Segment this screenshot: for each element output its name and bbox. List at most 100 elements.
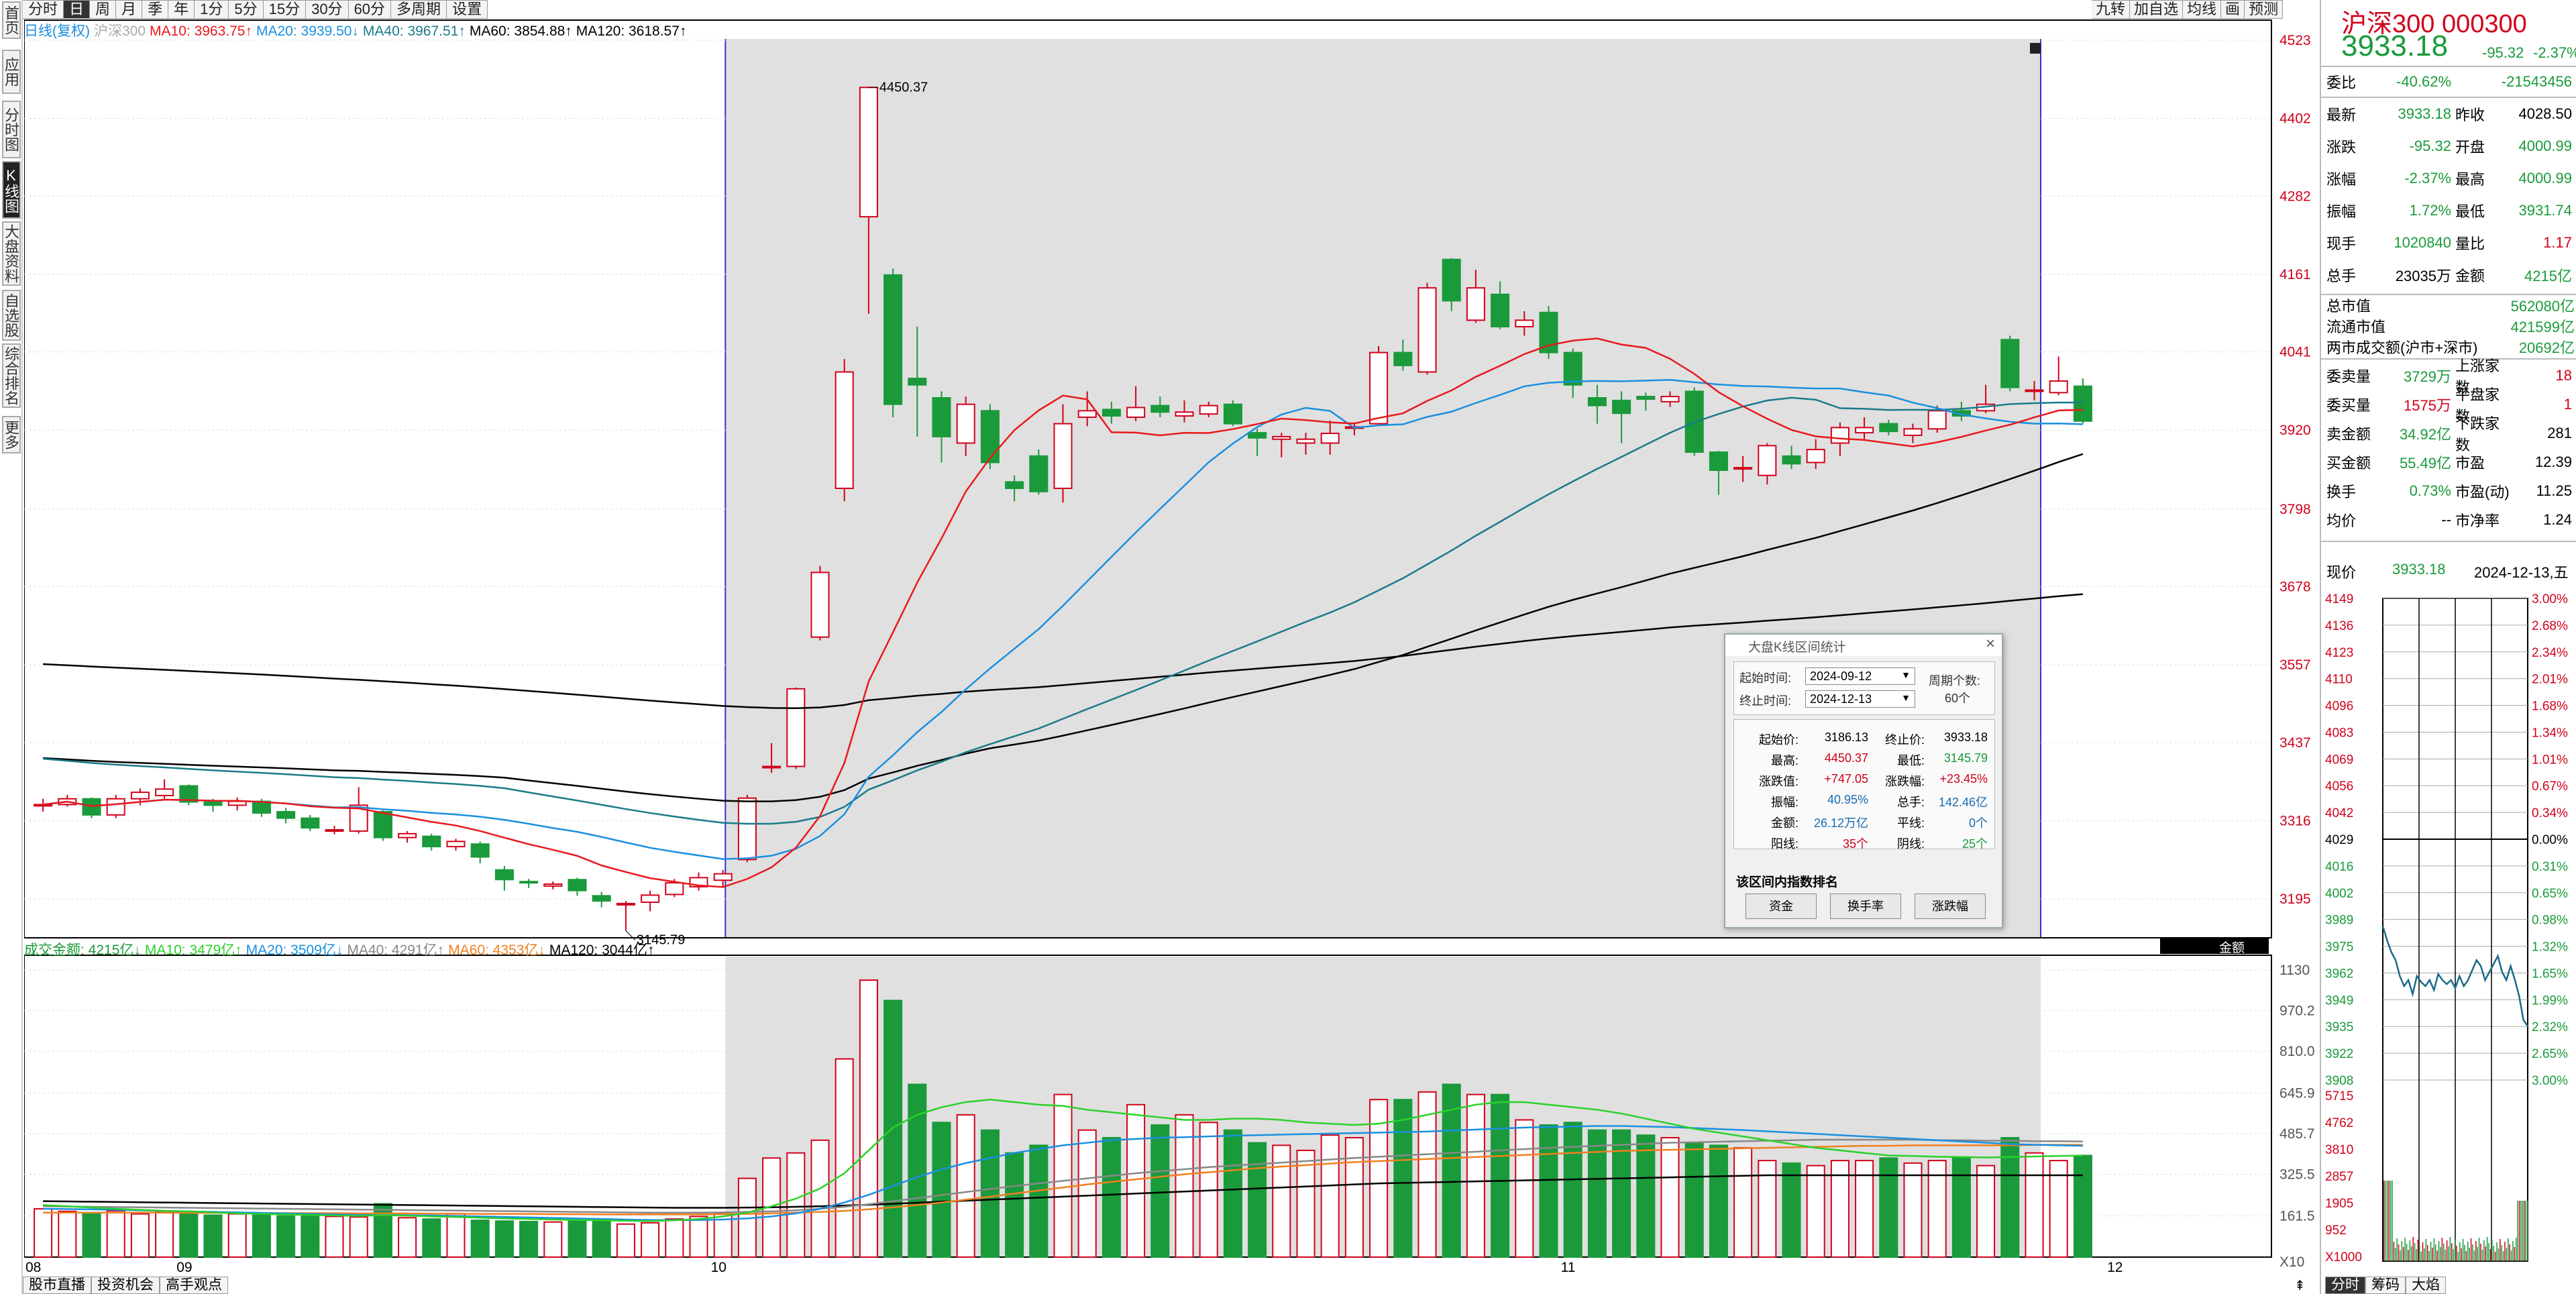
volume-bar (1855, 1160, 1874, 1258)
tab-8[interactable]: 15分 (263, 0, 307, 19)
candle-body (470, 843, 490, 858)
weibi-row: 委比 -40.62% -21543456 (2326, 68, 2575, 95)
row-value: 4028.50 (2518, 105, 2572, 122)
price-tick: 3920 (2279, 423, 2311, 438)
intraday-mini-chart[interactable]: 4149 3.00% 4136 2.68% 4123 2.34% 4110 2.01% 4096… (2321, 590, 2576, 1275)
dialog-title: 大盘K线区间统计 (1748, 641, 1846, 655)
tab-7[interactable]: 5分 (229, 0, 264, 19)
candle-body (1612, 399, 1631, 415)
tool-tab-0[interactable]: 九转 (2092, 0, 2131, 19)
tool-tab-4[interactable]: 预测 (2245, 0, 2284, 19)
volume-bar (446, 1213, 466, 1258)
bottom-tab-0[interactable]: 股市直播 (23, 1277, 91, 1294)
arrow-up-icon[interactable]: ⇞ (2294, 1279, 2306, 1293)
sidebar-item-7[interactable]: 更多 (2, 416, 21, 453)
candle-body (203, 801, 223, 806)
tool-tabs: 九转 加自选 均线画预测 (2092, 0, 2284, 19)
sidebar-item-4[interactable]: 大盘资料 (2, 221, 21, 286)
stat-value: 40.95% (1827, 793, 1868, 806)
tool-tab-2[interactable]: 均线 (2183, 0, 2222, 19)
candle-body (301, 817, 320, 829)
volume-bar (1684, 1142, 1704, 1258)
volume-bar (1053, 1093, 1073, 1258)
price-tick: 4282 (2279, 188, 2311, 204)
x-tick: 08 (25, 1260, 41, 1275)
sidebar-item-3[interactable]: K线图 (2, 161, 21, 219)
volume-bars (34, 979, 2092, 1258)
rank-turnover-button[interactable]: 换手率 (1830, 894, 1901, 919)
volume-indicator-select[interactable]: 金额 (2160, 938, 2269, 955)
volume-bar (1709, 1144, 1728, 1258)
tab-9[interactable]: 30分 (306, 0, 349, 19)
candle-body (1223, 403, 1242, 425)
close-icon[interactable]: × (1985, 635, 1995, 653)
candle-body (155, 788, 174, 796)
right-bottom-tab-2[interactable]: 大焰 (2406, 1277, 2446, 1294)
right-bottom-tab-0[interactable]: 分时 (2325, 1277, 2365, 1294)
mini-right-tick: 3.00% (2532, 592, 2568, 606)
mini-right-tick: 2.68% (2532, 619, 2568, 633)
volume-bar (1758, 1160, 1777, 1258)
candle-body (956, 403, 975, 444)
start-date-value: 2024-09-12 (1810, 669, 1872, 683)
tool-tab-1[interactable]: 加自选 (2130, 0, 2184, 19)
start-date-select[interactable]: 2024-09-12 (1805, 667, 1915, 685)
tab-2[interactable]: 周 (90, 0, 117, 19)
row-label: 涨幅 (2326, 171, 2357, 188)
sidebar-item-5[interactable]: 自选股 (2, 290, 21, 341)
stat-label: 阴线: (1896, 837, 1925, 851)
tab-3[interactable]: 月 (116, 0, 143, 19)
mini-left-tick: 3922 (2325, 1047, 2353, 1061)
bottom-tab-1[interactable]: 投资机会 (91, 1277, 160, 1294)
row-label: 下跌家数 (2455, 415, 2500, 453)
stat-label: 平线: (1896, 816, 1925, 830)
mcap-label: 流通市值 (2326, 319, 2386, 335)
tab-0[interactable]: 分时 (23, 0, 64, 19)
sidebar-item-6[interactable]: 综合排名 (2, 343, 21, 408)
price-tick: 3316 (2279, 814, 2311, 829)
sidebar-item-0[interactable]: 首页 (2, 1, 21, 39)
kline-chart[interactable]: 4523 4402 4282 4161 4041 3920 3798 3678 3557 3437… (24, 19, 2314, 1276)
tab-5[interactable]: 年 (168, 0, 195, 19)
range-stats-dialog: 大盘K线区间统计 × 起始时间: 2024-09-12 终止时间: 2024-12… (1724, 633, 2003, 928)
tab-12[interactable]: 设置 (447, 0, 488, 19)
row-value: -95.32 (2409, 138, 2451, 154)
vma60-label: MA60: 4353亿↓ (448, 942, 545, 958)
mini-right-tick: 3.00% (2532, 1074, 2568, 1088)
mini-vol-tick: X1000 (2325, 1250, 2362, 1264)
mini-left-tick: 4002 (2325, 887, 2353, 901)
rank-change-button[interactable]: 涨跌幅 (1915, 894, 1986, 919)
volume-bar (543, 1221, 563, 1258)
candle-body (1758, 445, 1777, 476)
now-price: 3933.18 (2392, 561, 2446, 578)
sidebar-item-1[interactable]: 应用 (2, 50, 21, 94)
stat-value: +747.05 (1824, 772, 1868, 786)
mini-vol-tick: 1905 (2325, 1197, 2353, 1211)
volume-bar (276, 1215, 296, 1258)
tab-11[interactable]: 多周期 (391, 0, 447, 19)
tool-tab-3[interactable]: 画 (2221, 0, 2245, 19)
tab-4[interactable]: 季 (142, 0, 169, 19)
candle-body (106, 798, 125, 816)
volume-bar (519, 1220, 539, 1258)
tab-6[interactable]: 1分 (195, 0, 229, 19)
divider (2321, 294, 2576, 295)
tab-1[interactable]: 日 (64, 0, 91, 19)
sidebar-item-2[interactable]: 分时图 (2, 101, 21, 158)
volume-bar (106, 1210, 125, 1258)
right-bottom-tab-1[interactable]: 筹码 (2365, 1277, 2406, 1294)
bottom-tab-2[interactable]: 高手观点 (160, 1277, 228, 1294)
row-value: 1020840 (2394, 234, 2451, 251)
end-date-select[interactable]: 2024-12-13 (1805, 690, 1915, 708)
mcap-value: 421599亿 (2510, 319, 2575, 335)
end-date-value: 2024-12-13 (1810, 692, 1872, 706)
tab-10[interactable]: 60分 (348, 0, 392, 19)
breadth-row: 委买量 1575万 平盘家数 1 (2326, 386, 2575, 425)
mini-vol-tick: 952 (2325, 1224, 2347, 1238)
mode-label: 日线(复权) (24, 23, 90, 39)
volume-bar (1296, 1149, 1316, 1258)
rank-fund-button[interactable]: 资金 (1746, 894, 1817, 919)
vol-ma60-line (43, 1144, 2083, 1216)
candle-body (1927, 410, 1947, 430)
quote-price: 3933.18 (2341, 30, 2449, 62)
